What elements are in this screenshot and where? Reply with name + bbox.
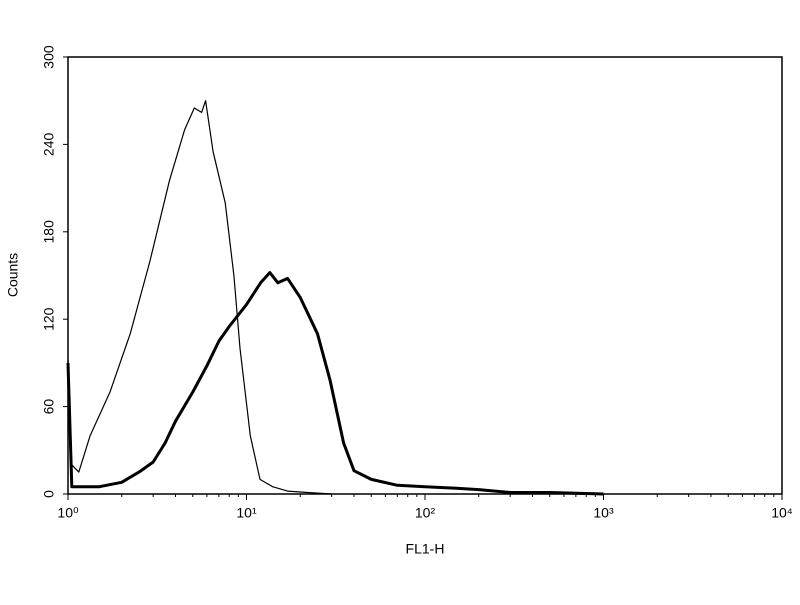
y-tick-label: 60 bbox=[41, 399, 57, 415]
x-tick-label: 10⁴ bbox=[771, 505, 793, 521]
x-axis-label: FL1-H bbox=[406, 541, 445, 557]
series-line bbox=[67, 100, 332, 495]
x-tick-label: 10¹ bbox=[236, 505, 257, 521]
plot-frame bbox=[67, 56, 783, 495]
y-axis-label: Counts bbox=[5, 253, 21, 297]
x-tick-label: 10² bbox=[415, 505, 436, 521]
y-tick-label: 300 bbox=[41, 45, 57, 69]
y-tick-label: 240 bbox=[41, 133, 57, 157]
x-tick-label: 10³ bbox=[593, 505, 614, 521]
y-tick-label: 0 bbox=[41, 490, 57, 498]
y-tick-label: 120 bbox=[41, 307, 57, 331]
y-tick-label: 180 bbox=[41, 220, 57, 244]
x-tick-label: 10⁰ bbox=[57, 505, 79, 521]
series-line bbox=[66, 271, 604, 496]
